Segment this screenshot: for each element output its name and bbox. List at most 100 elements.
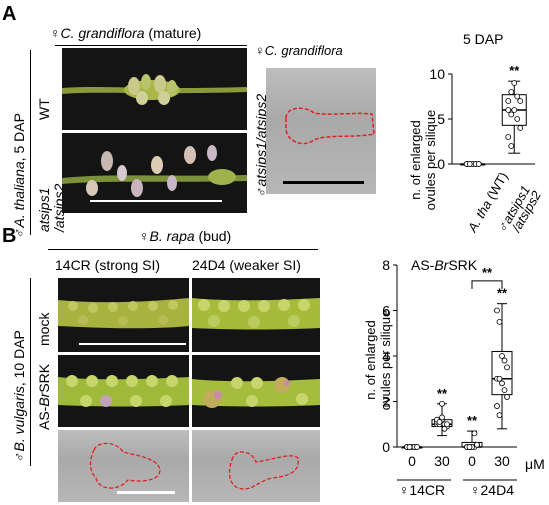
x-tick-label: 0 xyxy=(408,453,416,469)
female-symbol: ♀ xyxy=(255,43,265,58)
data-point xyxy=(414,444,420,450)
data-point xyxy=(505,134,512,140)
significance-label: ** xyxy=(437,386,448,401)
y-tick-label: 6 xyxy=(382,303,390,319)
x-tick-label: 0 xyxy=(468,453,476,469)
data-point xyxy=(511,80,518,86)
female-symbol: ♀ xyxy=(139,228,150,244)
data-point xyxy=(501,387,508,394)
significance-label: ** xyxy=(467,413,478,428)
panel-a-bracket-line xyxy=(55,45,247,46)
chart-b-title: AS-BrSRK xyxy=(411,257,478,273)
photo-24d4-as xyxy=(192,355,320,427)
data-point xyxy=(494,403,500,409)
panel-a-species-label: ♀C. grandiflora (mature) xyxy=(50,26,201,40)
y-tick-label: 4 xyxy=(382,348,390,364)
data-point xyxy=(504,394,510,400)
data-point xyxy=(517,125,524,131)
y-tick-label: 5 xyxy=(437,111,445,127)
data-point xyxy=(436,419,443,425)
dic-image-14cr xyxy=(58,430,189,502)
photo-wt-silique xyxy=(62,48,247,130)
photo-24d4-mock xyxy=(192,278,320,352)
bracket-significance-label: ** xyxy=(482,265,493,280)
chart-b-group-1: ♀14CR xyxy=(399,482,445,498)
chart-b: AS-BrSRK n. of enlarged ovules per siliq… xyxy=(363,257,545,498)
dic-image-a xyxy=(266,68,376,194)
photo-14cr-mock xyxy=(58,278,189,352)
data-point xyxy=(466,444,473,450)
data-point xyxy=(475,161,482,167)
data-point xyxy=(505,98,512,104)
dic-species-label: ♀C. grandiflora xyxy=(255,44,343,57)
y-tick-label: 10 xyxy=(429,66,445,82)
data-point xyxy=(474,441,480,448)
data-point xyxy=(511,107,518,113)
species-mature-suffix: (mature) xyxy=(144,25,202,41)
row-label-as-brsrk: AS-BrSRK xyxy=(36,363,52,430)
panel-b-species-suffix: (bud) xyxy=(194,228,232,244)
box-iqr xyxy=(491,350,513,396)
row-label-mock: mock xyxy=(36,312,52,346)
data-point xyxy=(508,111,515,118)
data-point xyxy=(406,444,413,450)
chart-b-title-suffix: SRK xyxy=(448,257,477,273)
panel-b-letter: B xyxy=(2,225,17,247)
panel-b-species-name: B. rapa xyxy=(149,228,195,244)
row-as-suffix: SRK xyxy=(36,363,52,393)
female-symbol: ♀ xyxy=(50,25,61,41)
data-point xyxy=(466,161,473,167)
chart-b-ylabel-2: ovules per silique xyxy=(378,310,393,410)
data-point xyxy=(501,357,508,364)
y-tick-label: 0 xyxy=(382,439,390,455)
male-species-suffix: , 10 DAP xyxy=(11,330,27,387)
male-species-suffix: , 5 DAP xyxy=(11,113,27,162)
col-label-24d4: 24D4 (weaker SI) xyxy=(192,257,301,273)
panel-a-male-label: ♂A. thaliana, 5 DAP xyxy=(11,113,27,238)
data-point xyxy=(514,116,521,122)
scale-bar-b-photo xyxy=(79,343,186,345)
y-tick-label: 2 xyxy=(382,394,390,410)
chart-a: 5 DAP n. of enlarged ovules per silique … xyxy=(408,31,544,235)
panel-b-top-line xyxy=(48,249,318,250)
panel-b-side-line xyxy=(30,278,31,466)
chart-b-title-italic: Br xyxy=(434,257,449,273)
data-point xyxy=(508,143,515,149)
row-as-prefix: AS- xyxy=(36,406,52,430)
y-tick-label: 0 xyxy=(437,156,445,172)
male-symbol: ♂ xyxy=(11,451,27,463)
significance-bracket xyxy=(471,280,503,289)
data-point xyxy=(496,318,503,325)
data-point xyxy=(504,364,510,371)
scale-bar-b-dic xyxy=(117,491,175,494)
chart-a-plot: 0 5 10 ** xyxy=(429,63,535,172)
data-point xyxy=(471,430,478,437)
y-tick-label: 8 xyxy=(382,257,390,273)
chart-a-ylabel-1: n. of enlarged xyxy=(408,120,423,200)
chart-a-title: 5 DAP xyxy=(463,31,503,47)
x-tick-label: 30 xyxy=(494,453,510,469)
x-tick-label: 30 xyxy=(434,453,450,469)
data-point xyxy=(441,425,448,432)
male-species-name: A. thaliana xyxy=(11,161,27,228)
chart-b-title-prefix: AS- xyxy=(411,257,435,273)
chart-b-plot: 0 2 4 6 8 0 ** 30 ** 0 ** 30 ** xyxy=(382,257,517,469)
panel-a-letter: A xyxy=(2,3,17,25)
chart-a-ylabel-2: ovules per silique xyxy=(423,110,438,210)
scale-bar-a-dic xyxy=(283,181,364,184)
species-mature-name: C. grandiflora xyxy=(60,25,145,41)
xlabel-1-suffix: (WT) xyxy=(482,169,511,205)
panel-b-male-label: ♂B. vulgaris, 10 DAP xyxy=(11,330,27,463)
male-species-name: B. vulgaris xyxy=(11,386,27,452)
row-label-wt: WT xyxy=(36,98,52,120)
photo-mutant-silique xyxy=(62,133,247,213)
panel-a-side-line xyxy=(30,50,31,235)
chart-b-group-2: ♀24D4 xyxy=(470,482,514,498)
row-label-mut-1: atsips1 xyxy=(36,187,52,232)
data-point xyxy=(499,353,505,359)
data-point xyxy=(499,380,505,387)
dic-image-24d4 xyxy=(192,430,320,502)
data-point xyxy=(444,421,450,428)
data-point xyxy=(496,375,503,382)
data-point xyxy=(439,414,445,421)
